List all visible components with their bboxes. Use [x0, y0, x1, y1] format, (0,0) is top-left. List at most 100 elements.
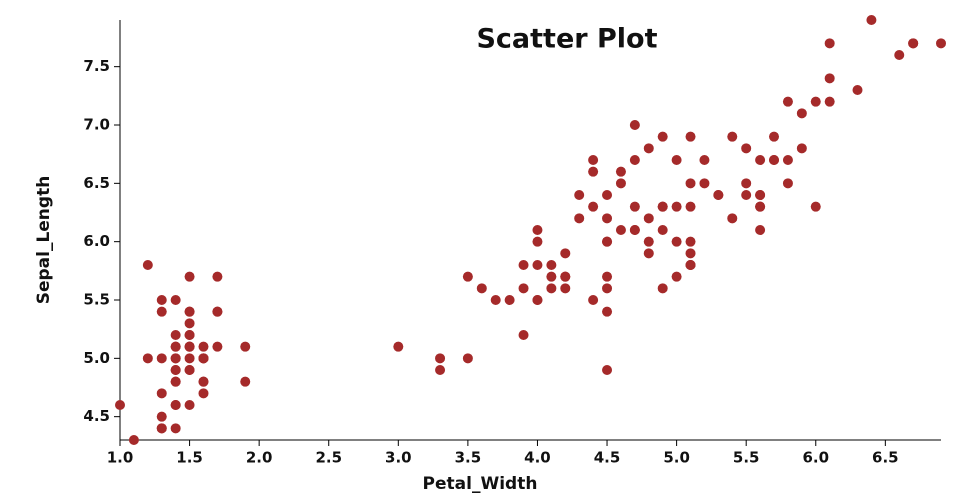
point	[894, 50, 905, 60]
point	[476, 283, 487, 294]
point	[602, 236, 613, 247]
x-tick-label: 6.0	[802, 449, 829, 467]
point	[184, 353, 195, 364]
point	[156, 306, 167, 317]
point	[755, 225, 766, 235]
point	[518, 330, 529, 340]
point	[629, 155, 640, 165]
point	[602, 306, 613, 317]
point	[170, 423, 181, 434]
point	[782, 178, 793, 189]
point	[560, 248, 571, 259]
point	[170, 341, 181, 352]
point	[115, 400, 125, 410]
point	[435, 365, 446, 375]
point	[588, 166, 599, 177]
point	[170, 353, 181, 364]
point	[615, 166, 626, 177]
point	[198, 388, 209, 399]
point	[212, 341, 223, 352]
point	[852, 85, 863, 95]
point	[671, 236, 682, 247]
point	[699, 155, 710, 165]
x-tick-label: 5.0	[663, 449, 690, 467]
point	[560, 283, 571, 294]
point	[615, 178, 626, 189]
point	[184, 306, 195, 317]
point	[142, 353, 153, 364]
point	[170, 400, 181, 410]
point	[727, 213, 738, 224]
point	[170, 295, 181, 305]
point	[170, 376, 181, 387]
point	[184, 341, 195, 352]
x-tick-label: 2.5	[315, 449, 342, 467]
point	[629, 120, 640, 130]
y-tick-label: 5.5	[83, 291, 110, 309]
point	[602, 213, 613, 224]
point	[671, 155, 682, 165]
x-tick-label: 3.5	[455, 449, 482, 467]
point	[546, 260, 557, 270]
point	[685, 201, 696, 212]
point	[490, 295, 501, 305]
point	[657, 201, 668, 212]
point	[602, 283, 613, 294]
y-tick-label: 7.0	[83, 116, 110, 134]
point	[713, 190, 724, 200]
x-tick-label: 4.5	[594, 449, 621, 467]
point	[810, 201, 821, 212]
point	[602, 190, 613, 200]
point	[643, 143, 654, 154]
point	[685, 236, 696, 247]
point	[796, 143, 807, 154]
point	[643, 236, 654, 247]
point	[796, 108, 807, 119]
point	[643, 213, 654, 224]
point	[657, 283, 668, 294]
point	[685, 260, 696, 270]
y-axis-label: Sepal_Length	[34, 176, 54, 305]
y-tick-label: 5.0	[83, 349, 110, 367]
point	[671, 201, 682, 212]
point	[198, 376, 209, 387]
point	[602, 365, 613, 375]
point	[156, 423, 167, 434]
point	[240, 341, 251, 352]
point	[184, 271, 195, 282]
point	[574, 190, 585, 200]
point	[657, 131, 668, 142]
point	[810, 96, 821, 107]
point	[769, 155, 780, 165]
point	[727, 131, 738, 142]
point	[435, 353, 446, 364]
y-tick-label: 7.5	[83, 57, 110, 75]
point	[156, 388, 167, 399]
point	[671, 271, 682, 282]
x-tick-label: 5.5	[733, 449, 760, 467]
point	[629, 225, 640, 235]
point	[574, 213, 585, 224]
point	[699, 178, 710, 189]
x-tick-label: 3.0	[385, 449, 412, 467]
point	[462, 353, 473, 364]
point	[629, 201, 640, 212]
point	[755, 155, 766, 165]
point	[128, 435, 139, 445]
point	[560, 271, 571, 282]
point	[685, 248, 696, 259]
point	[741, 143, 752, 154]
point	[866, 15, 877, 25]
point	[685, 178, 696, 189]
point	[588, 155, 599, 165]
point	[532, 260, 543, 270]
point	[184, 365, 195, 375]
point	[198, 353, 209, 364]
point	[602, 271, 613, 282]
point	[588, 295, 599, 305]
x-tick-label: 4.0	[524, 449, 551, 467]
point	[908, 38, 919, 49]
x-tick-label: 6.5	[872, 449, 899, 467]
point	[142, 260, 153, 270]
